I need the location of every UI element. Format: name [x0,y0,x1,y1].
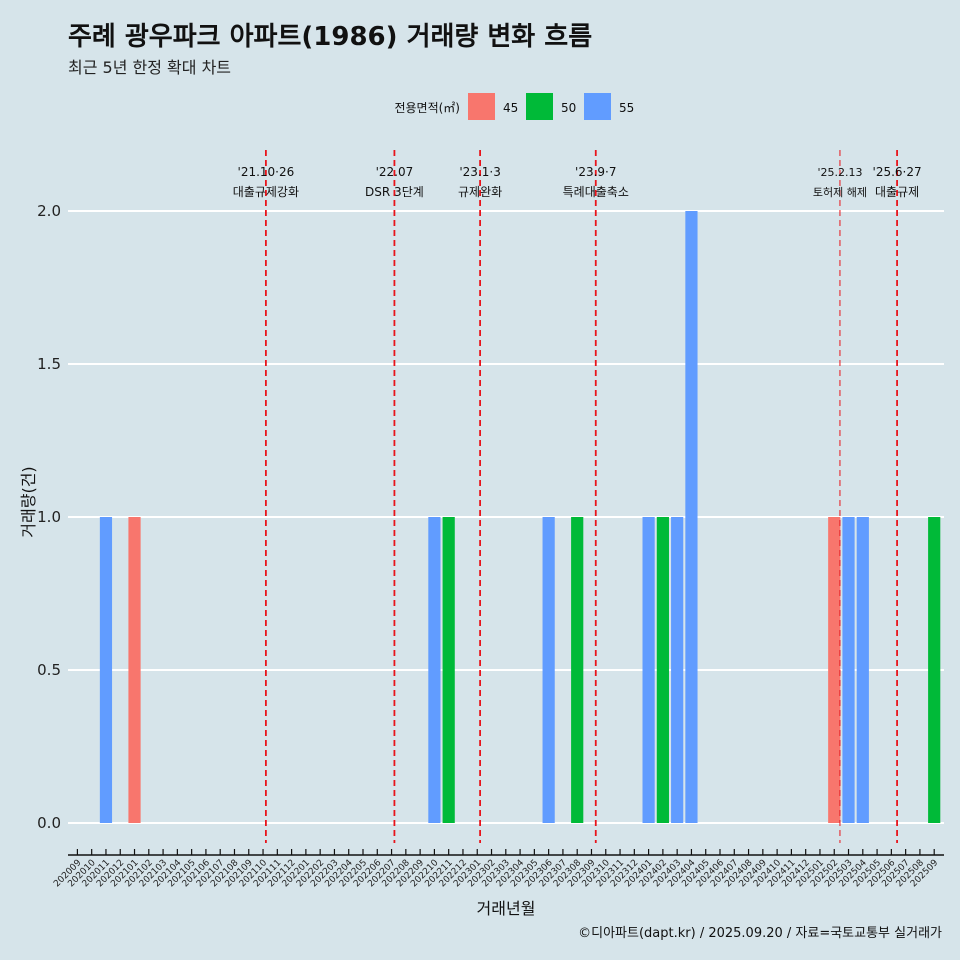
annotation-date: '25.2.13 [817,166,862,179]
bar-55-202210 [428,517,441,823]
legend-swatch-45 [468,93,495,120]
legend-title: 전용면적(㎡) [394,101,460,115]
annotation-date: '22.07 [376,165,414,179]
bar-50-202402 [656,517,669,823]
legend: 전용면적(㎡) 45 50 55 [394,93,634,120]
annotation-label: 특례대출축소 [563,185,629,199]
bar-50-202308 [571,517,584,823]
y-tick-label: 1.0 [37,508,61,526]
bar-55-202504 [856,517,869,823]
bar-45-202502 [828,517,841,823]
axes: 0.00.51.01.52.02020092020102020112020122… [19,202,944,918]
policy-annotations: '21.10·26 대출규제강화 '22.07 DSR 3단계 '23.1·3 규제완화 '… [233,150,922,843]
bar-55-202503 [842,517,855,823]
annotation-date: '23.1·3 [459,165,500,179]
y-axis-title: 거래량(건) [19,466,38,537]
legend-label-45: 45 [503,101,518,115]
bar-50-202509 [928,517,941,823]
bar-55-202401 [642,517,655,823]
bar-55-202306 [542,517,555,823]
y-tick-label: 2.0 [37,202,61,220]
annotation-date: '25.6·27 [873,165,922,179]
legend-label-50: 50 [561,101,576,115]
annotation-label: DSR 3단계 [365,185,424,199]
chart-subtitle: 최근 5년 한정 확대 차트 [68,58,232,77]
y-tick-label: 1.5 [37,355,61,373]
annotation-label: 대출규제 [875,185,919,199]
bar-55-202404 [685,211,698,823]
annotation-label: 규제완화 [458,185,502,199]
bar-50-202211 [442,517,455,823]
y-tick-label: 0.5 [37,661,61,679]
annotation-date: '21.10·26 [238,165,295,179]
bars [99,211,941,823]
annotation-label: 대출규제강화 [233,185,299,199]
x-axis-title: 거래년월 [477,899,536,918]
bar-55-202011 [99,517,113,823]
bar-45-202101 [128,517,141,823]
grid-lines [68,210,944,824]
annotation-label: 토허제 해제 [813,185,867,199]
chart-title: 주례 광우파크 아파트(1986) 거래량 변화 흐름 [68,22,593,52]
bar-55-202403 [671,517,684,823]
source-caption: ©디아파트(dapt.kr) / 2025.09.20 / 자료=국토교통부 실… [578,926,942,941]
legend-swatch-50 [526,93,553,120]
y-tick-label: 0.0 [37,814,61,832]
annotation-date: '23.9·7 [575,165,616,179]
legend-swatch-55 [584,93,611,120]
legend-label-55: 55 [619,101,634,115]
